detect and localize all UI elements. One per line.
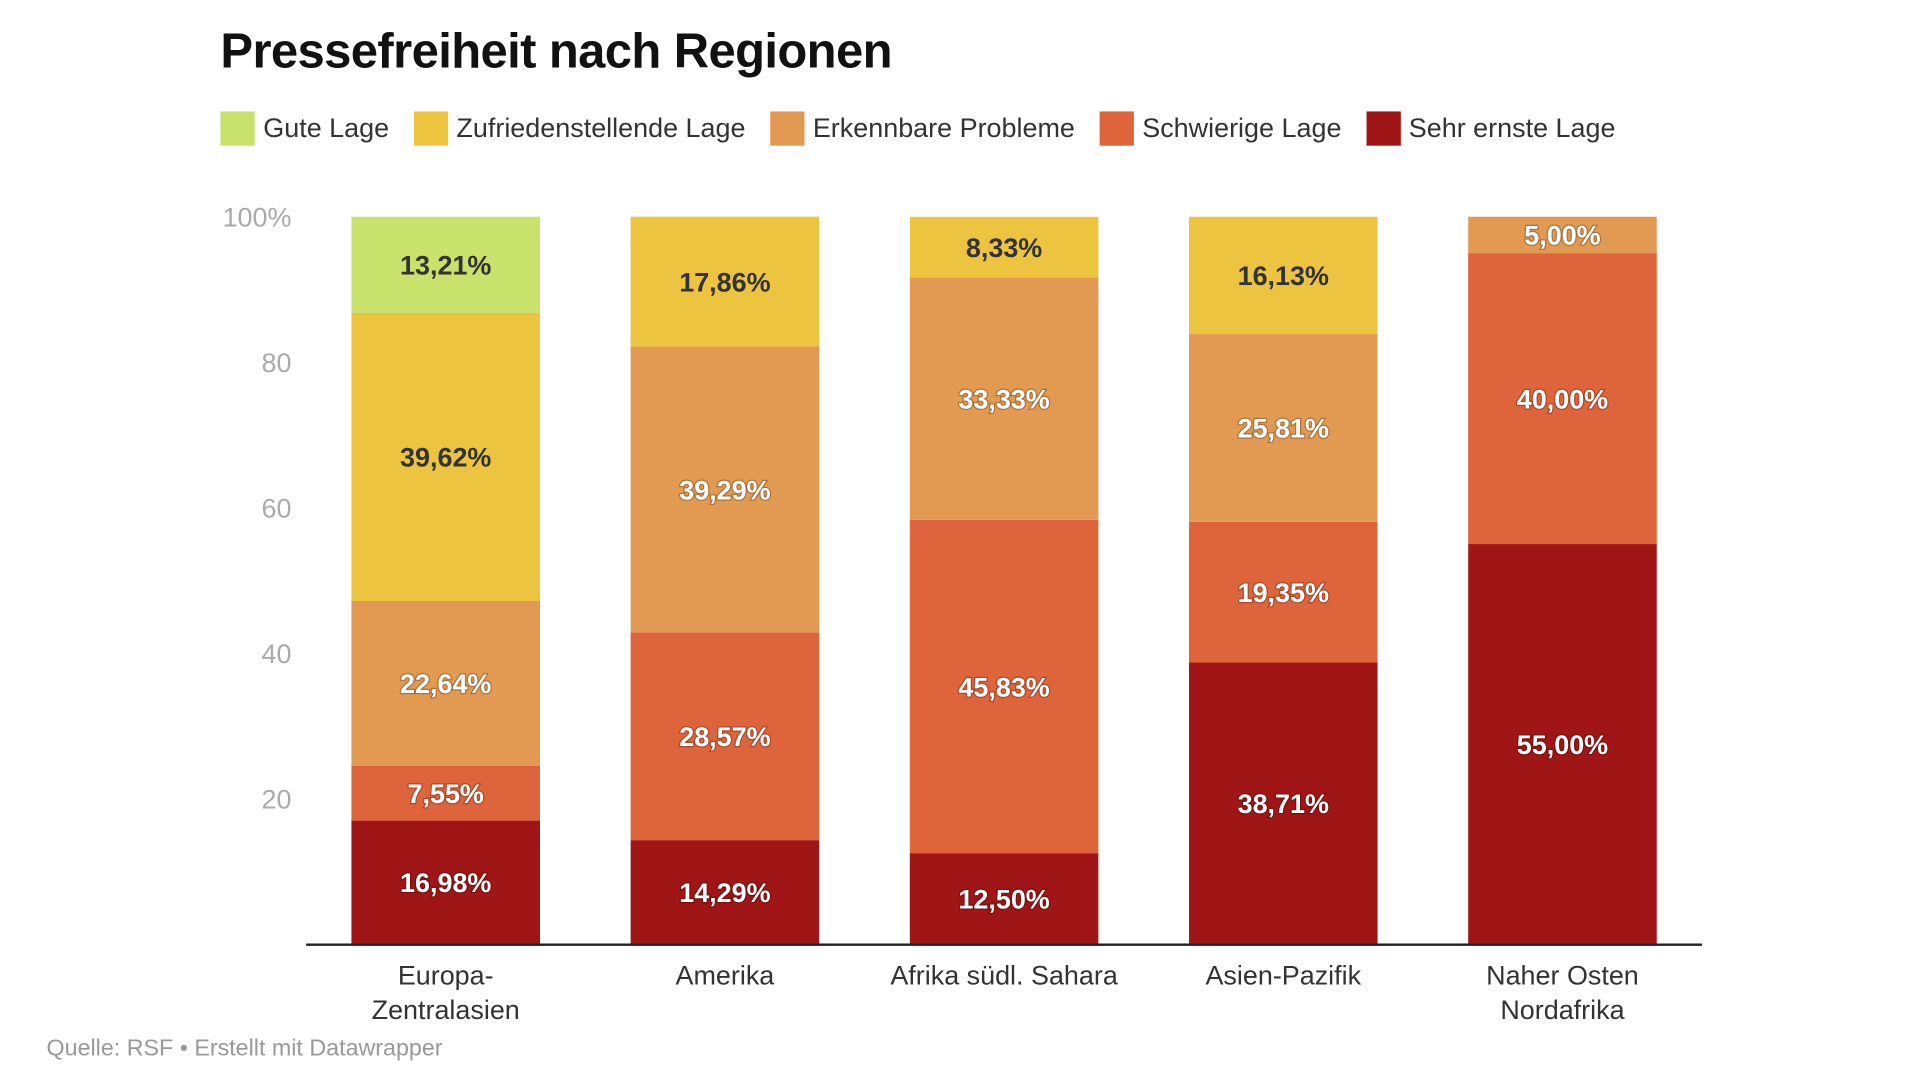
legend: Gute Lage Zufriedenstellende Lage Erkennba… (220, 111, 1616, 146)
y-tick-label: 80 (261, 348, 291, 378)
bar-segment (351, 216, 541, 313)
legend-item: Zufriedenstellende Lage (413, 111, 746, 146)
data-label: 39,62% (400, 443, 491, 473)
data-label: 13,21% (400, 251, 491, 281)
bar-segment (351, 312, 541, 601)
bar-segment (1468, 216, 1657, 254)
bar-segment (909, 519, 1099, 854)
data-label: 19,35% (1238, 578, 1329, 608)
data-label: 38,71% (1238, 789, 1329, 819)
bar-segment (630, 216, 820, 347)
x-tick-label: Europa- (398, 960, 494, 990)
y-tick-label: 60 (261, 493, 291, 523)
data-label: 16,13% (1238, 261, 1329, 291)
x-tick-label: Afrika südl. Sahara (890, 960, 1117, 990)
data-label: 12,50% (958, 884, 1049, 914)
data-label: 55,00% (1517, 730, 1608, 760)
bar-segment (909, 853, 1099, 945)
bar-segment (630, 346, 820, 633)
data-label: 16,98% (400, 868, 491, 898)
legend-label: Schwierige Lage (1142, 112, 1342, 144)
legend-swatch (1365, 111, 1401, 146)
data-label: 5,00% (1524, 221, 1600, 251)
legend-label: Zufriedenstellende Lage (456, 112, 746, 144)
bar-segment (1468, 253, 1657, 545)
data-label: 45,83% (958, 672, 1049, 702)
legend-swatch (413, 111, 448, 146)
legend-swatch (1099, 111, 1134, 146)
bar-segment (630, 632, 820, 841)
x-tick-label: Nordafrika (1500, 995, 1624, 1025)
data-label: 8,33% (966, 233, 1042, 263)
bar-segment (1188, 662, 1378, 945)
legend-item: Gute Lage (220, 111, 390, 146)
source-note: Quelle: RSF • Erstellt mit Datawrapper (46, 1035, 443, 1062)
x-tick-label: Amerika (676, 960, 775, 990)
x-tick-label: Naher Osten (1486, 960, 1639, 990)
data-label: 33,33% (958, 384, 1049, 414)
bar-segment (1188, 216, 1378, 335)
bar-segment (909, 216, 1099, 278)
legend-label: Gute Lage (263, 112, 390, 144)
legend-swatch (220, 111, 255, 146)
legend-label: Erkennbare Probleme (812, 112, 1075, 144)
data-label: 25,81% (1238, 414, 1329, 444)
legend-item: Sehr ernste Lage (1365, 111, 1616, 146)
legend-item: Schwierige Lage (1099, 111, 1342, 146)
data-label: 22,64% (400, 669, 491, 699)
y-tick-label: 20 (261, 784, 291, 814)
bar-segment (1468, 544, 1657, 945)
chart-title: Pressefreiheit nach Regionen (220, 24, 892, 79)
data-label: 7,55% (408, 779, 484, 809)
data-label: 17,86% (679, 267, 770, 297)
bar-segment (909, 277, 1099, 520)
bar-segment (1188, 521, 1378, 663)
legend-swatch (769, 111, 805, 146)
bar-segment (351, 765, 541, 821)
bar-segment (1188, 334, 1378, 522)
y-tick-label: 100% (223, 203, 292, 233)
legend-label: Sehr ernste Lage (1408, 112, 1616, 144)
data-label: 14,29% (679, 878, 770, 908)
data-label: 40,00% (1517, 384, 1608, 414)
bar-segment (351, 600, 541, 766)
x-tick-label: Zentralasien (372, 995, 520, 1025)
data-label: 39,29% (679, 475, 770, 505)
data-label: 28,57% (679, 722, 770, 752)
bar-segment (630, 840, 820, 945)
bar-segment (351, 820, 541, 945)
x-tick-label: Asien-Pazifik (1205, 960, 1361, 990)
legend-item: Erkennbare Probleme (769, 111, 1075, 146)
y-tick-label: 40 (261, 639, 291, 669)
